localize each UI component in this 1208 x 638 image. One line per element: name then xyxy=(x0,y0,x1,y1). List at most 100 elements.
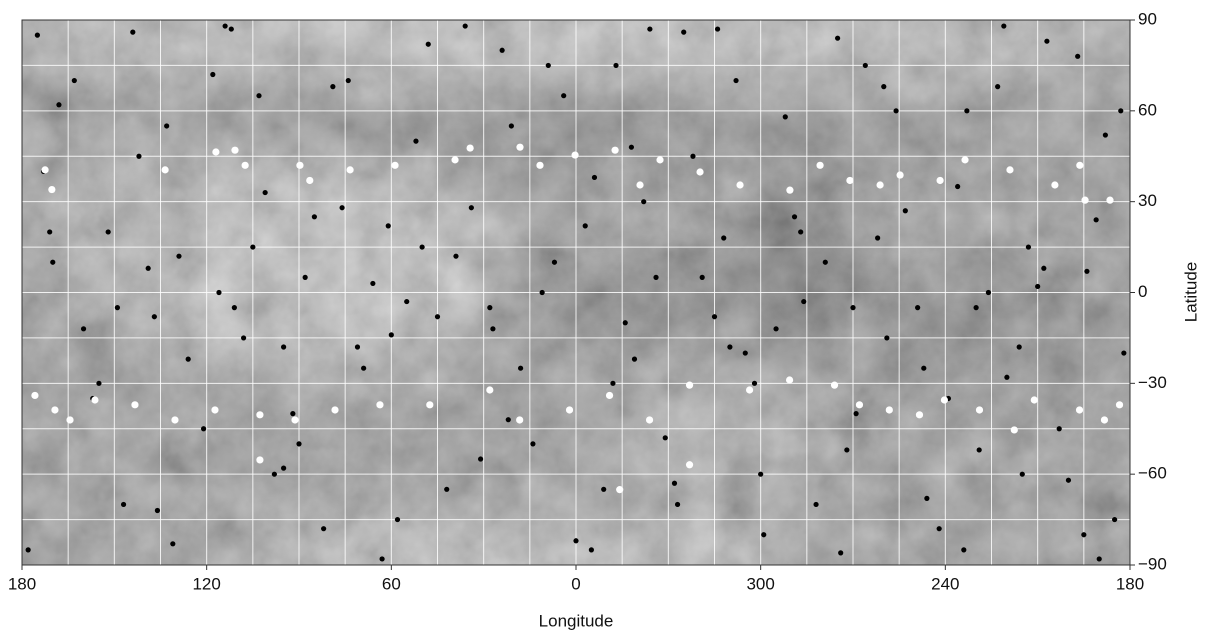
data-point xyxy=(636,181,644,189)
data-point xyxy=(262,189,268,196)
data-point xyxy=(231,305,237,311)
data-point xyxy=(915,305,921,311)
data-point xyxy=(936,526,942,532)
data-point xyxy=(1001,23,1007,29)
data-point xyxy=(940,396,949,404)
data-point xyxy=(656,156,664,164)
data-point xyxy=(256,456,264,464)
data-point xyxy=(1004,374,1010,380)
data-point xyxy=(613,62,619,69)
data-point xyxy=(487,305,493,311)
data-point xyxy=(1075,53,1081,59)
data-point xyxy=(477,456,484,462)
data-point xyxy=(486,386,494,394)
y-tick-label: −30 xyxy=(1138,373,1167,392)
data-point xyxy=(1010,426,1018,434)
data-point xyxy=(311,214,317,220)
data-point xyxy=(645,416,654,424)
data-point xyxy=(161,166,169,174)
data-point xyxy=(306,176,314,185)
data-point xyxy=(516,143,524,151)
data-point xyxy=(1115,401,1124,409)
data-point xyxy=(785,376,794,384)
data-point xyxy=(876,181,884,189)
data-point xyxy=(955,183,961,190)
data-point xyxy=(241,335,247,341)
data-point xyxy=(1106,196,1114,204)
y-tick-label: 30 xyxy=(1138,191,1157,210)
data-point xyxy=(145,265,151,271)
data-point xyxy=(685,461,694,469)
y-axis-title: Latitude xyxy=(1181,262,1200,323)
data-point xyxy=(1006,166,1014,174)
data-point xyxy=(1056,426,1062,432)
data-point xyxy=(154,507,161,514)
data-point xyxy=(727,344,733,350)
data-point xyxy=(610,380,616,386)
data-point xyxy=(419,244,425,250)
x-tick-label: 0 xyxy=(571,574,580,593)
data-point xyxy=(185,356,191,362)
data-point xyxy=(850,305,856,311)
data-point xyxy=(896,171,904,179)
data-point xyxy=(915,411,924,419)
data-point xyxy=(34,32,40,38)
data-point xyxy=(51,406,59,414)
data-point xyxy=(690,153,696,159)
data-point xyxy=(791,214,798,220)
data-point xyxy=(80,326,87,332)
data-point xyxy=(1084,268,1090,274)
data-point xyxy=(571,151,579,159)
data-point xyxy=(66,416,74,424)
data-point xyxy=(622,320,628,326)
data-point xyxy=(685,381,694,389)
data-point xyxy=(893,108,899,114)
data-point xyxy=(964,108,970,114)
data-point xyxy=(545,62,551,69)
data-point xyxy=(611,146,619,154)
data-point xyxy=(761,532,767,538)
data-point xyxy=(426,401,434,409)
data-point xyxy=(733,77,739,84)
data-point xyxy=(291,416,299,424)
data-point xyxy=(801,298,807,305)
data-point xyxy=(1025,244,1032,250)
data-point xyxy=(50,259,56,265)
data-point xyxy=(961,547,967,553)
data-point xyxy=(518,365,524,371)
data-point xyxy=(751,380,758,386)
data-point xyxy=(1035,283,1041,290)
data-point xyxy=(330,84,336,90)
data-point xyxy=(696,168,704,176)
data-point xyxy=(105,229,111,235)
data-point xyxy=(976,447,982,453)
data-point xyxy=(176,253,182,259)
data-point xyxy=(798,229,804,235)
data-point xyxy=(96,380,102,386)
data-point xyxy=(674,501,681,508)
data-point xyxy=(271,471,277,477)
data-point xyxy=(736,181,744,189)
data-point xyxy=(231,146,239,154)
data-point xyxy=(354,344,361,350)
data-point xyxy=(361,365,367,371)
data-point xyxy=(216,289,222,296)
data-point xyxy=(302,274,308,280)
data-point xyxy=(25,547,31,553)
data-point xyxy=(782,114,788,120)
data-point xyxy=(881,84,887,90)
data-point xyxy=(462,23,468,29)
data-point xyxy=(846,176,854,185)
data-point xyxy=(1076,161,1084,169)
data-point xyxy=(200,426,207,432)
data-point xyxy=(721,235,727,241)
data-point xyxy=(376,401,384,409)
data-point xyxy=(582,223,588,229)
data-point xyxy=(838,550,844,556)
y-tick-label: 60 xyxy=(1138,100,1157,119)
data-point xyxy=(425,41,431,47)
data-point xyxy=(490,326,496,332)
data-point xyxy=(331,406,339,414)
data-point xyxy=(136,153,142,159)
